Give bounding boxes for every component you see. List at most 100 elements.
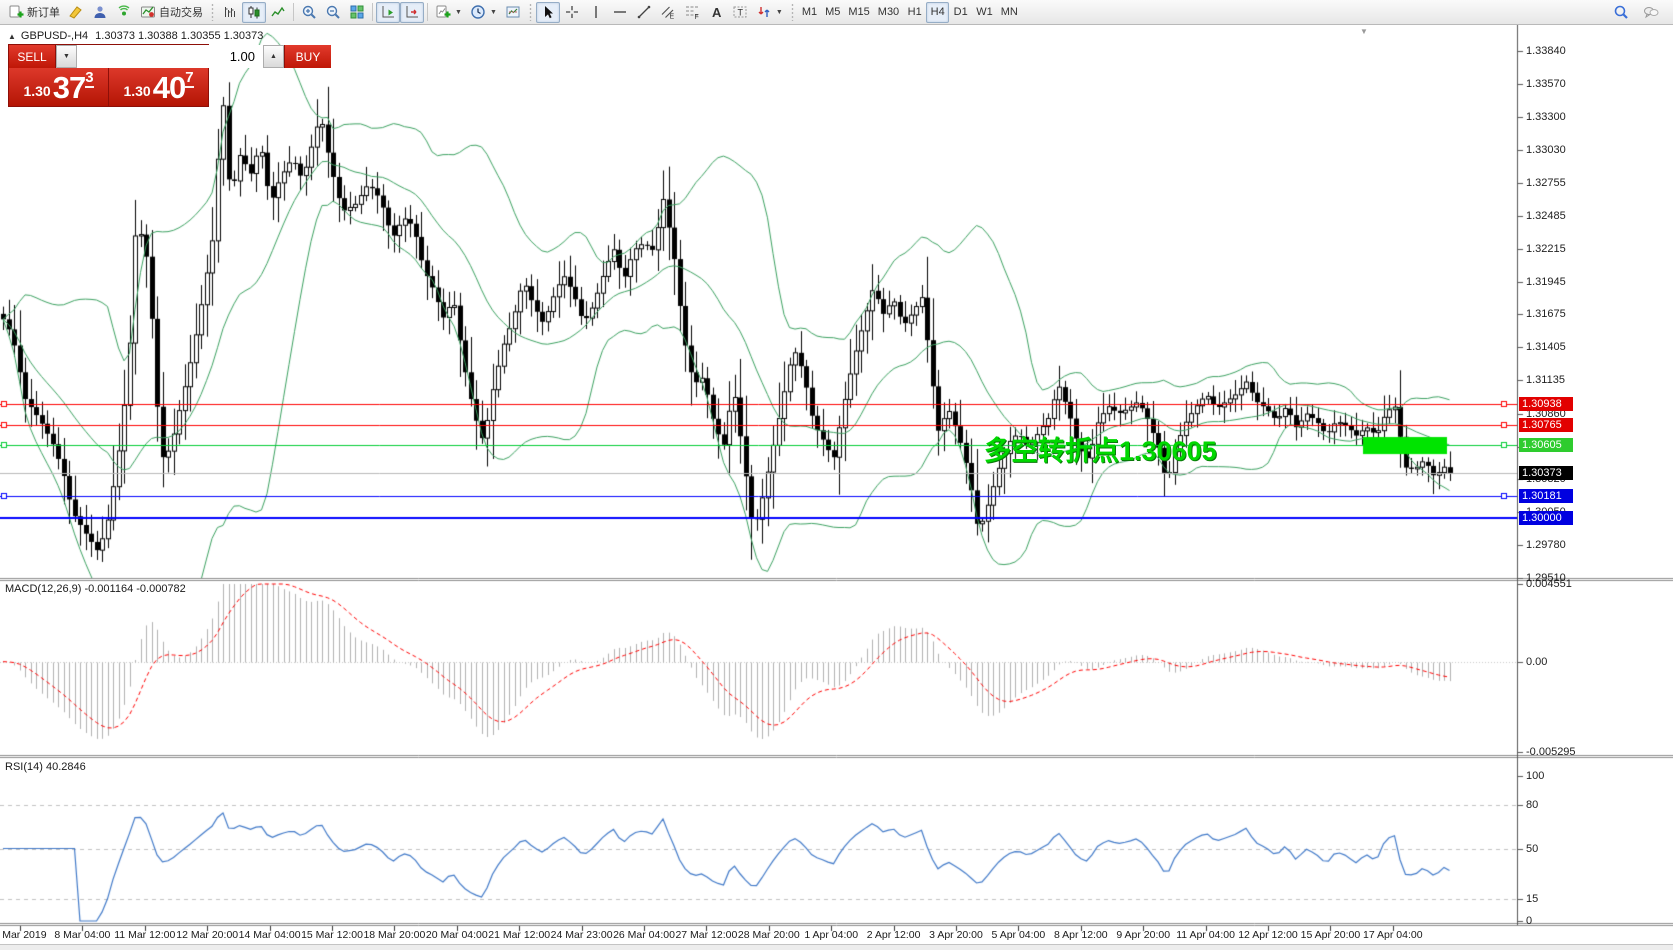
volume-increase-button[interactable]: ▲ bbox=[263, 45, 284, 68]
signals-button[interactable] bbox=[112, 2, 136, 23]
text-label-button[interactable]: T bbox=[728, 2, 752, 23]
templates-icon bbox=[506, 6, 520, 18]
new-order-button[interactable]: 新订单 bbox=[4, 2, 64, 23]
chat-button[interactable] bbox=[1639, 2, 1663, 23]
search-button[interactable] bbox=[1609, 2, 1633, 23]
sell-quote[interactable]: 1.30 37 3 bbox=[9, 68, 108, 106]
tf-h1-button[interactable]: H1 bbox=[903, 2, 926, 23]
zoom-in-icon bbox=[302, 5, 316, 19]
price-chart-canvas[interactable] bbox=[0, 25, 1673, 950]
templates-button[interactable] bbox=[501, 2, 525, 23]
text-label-icon: T bbox=[733, 6, 747, 18]
ohlc-values: 1.30373 1.30388 1.30355 1.30373 bbox=[95, 30, 264, 42]
price-axis-tick: 1.31405 bbox=[1526, 341, 1566, 354]
tf-m30-label: M30 bbox=[877, 6, 900, 18]
svg-text:F: F bbox=[694, 14, 698, 20]
tf-m1-button[interactable]: M1 bbox=[798, 2, 821, 23]
autotrading-button[interactable]: 自动交易 bbox=[136, 2, 207, 23]
indicators-button[interactable]: ▼ bbox=[431, 2, 466, 23]
trendline-button[interactable] bbox=[632, 2, 656, 23]
indicators-icon bbox=[436, 5, 451, 18]
arrows-dropdown-caret-icon[interactable]: ▼ bbox=[775, 8, 783, 16]
cursor-icon bbox=[544, 6, 553, 19]
tf-m15-button[interactable]: M15 bbox=[844, 2, 873, 23]
arrows-icon bbox=[758, 7, 770, 17]
hline-price-label[interactable]: 1.30938 bbox=[1519, 397, 1573, 412]
chart-shift-button[interactable] bbox=[400, 1, 424, 23]
price-axis-tick: 1.32215 bbox=[1526, 242, 1566, 255]
tile-windows-button[interactable] bbox=[345, 2, 369, 23]
arrows-button[interactable]: ▼ bbox=[752, 2, 787, 23]
horizontal-line-button[interactable] bbox=[608, 2, 632, 23]
tf-m5-button[interactable]: M5 bbox=[821, 2, 844, 23]
tf-m30-button[interactable]: M30 bbox=[874, 2, 903, 23]
sell-price-big: 37 bbox=[52, 70, 86, 105]
price-axis-tick: 1.31675 bbox=[1526, 308, 1566, 321]
tf-d1-button[interactable]: D1 bbox=[949, 2, 972, 23]
periods-button[interactable]: ▼ bbox=[466, 2, 501, 23]
fibonacci-button[interactable]: F bbox=[680, 2, 704, 23]
time-axis-tick: 11 Apr 04:00 bbox=[1176, 929, 1235, 941]
time-axis-tick: 26 Mar 04:00 bbox=[613, 929, 675, 941]
rsi-indicator-label: RSI(14) 40.2846 bbox=[5, 761, 86, 773]
price-axis-tick: 1.29510 bbox=[1526, 571, 1566, 584]
hline-price-label[interactable]: 1.30765 bbox=[1519, 418, 1573, 433]
candlestick-chart-icon bbox=[248, 6, 260, 19]
metaeditor-button[interactable] bbox=[64, 2, 88, 23]
time-axis-tick: 28 Mar 20:00 bbox=[737, 929, 800, 941]
hline-price-label[interactable]: 1.30000 bbox=[1519, 511, 1573, 526]
zoom-out-button[interactable] bbox=[321, 2, 345, 23]
volume-decrease-button[interactable]: ▼ bbox=[56, 45, 77, 68]
tf-w1-button[interactable]: W1 bbox=[972, 2, 997, 23]
bar-chart-button[interactable] bbox=[218, 2, 242, 23]
toolbar-separator bbox=[293, 3, 294, 21]
symbol-period-label: GBPUSD-,H4 bbox=[20, 30, 89, 42]
sell-button[interactable]: SELL bbox=[9, 45, 56, 68]
rsi-scale-tick: 0 bbox=[1526, 915, 1533, 927]
time-axis-tick: 15 Apr 20:00 bbox=[1300, 929, 1361, 941]
bar-chart-icon bbox=[225, 7, 235, 17]
equidistant-channel-button[interactable]: E bbox=[656, 2, 680, 23]
time-axis-tick: 12 Apr 12:00 bbox=[1238, 929, 1298, 941]
toolbar: 新订单 自动交易 ▼ ▼ E F A T ▼ M1 M5 M15 M30 H1 H4 D1 W1 MN bbox=[0, 0, 1673, 25]
crosshair-icon bbox=[565, 6, 578, 18]
tf-mn-button[interactable]: MN bbox=[997, 2, 1022, 23]
hline-price-label[interactable]: 1.30181 bbox=[1519, 489, 1573, 504]
chart-annotation-text[interactable]: 多空转折点1.30605 bbox=[984, 436, 1217, 466]
sell-price-pip: 3 bbox=[85, 69, 94, 88]
price-axis-tick: 1.29780 bbox=[1526, 539, 1566, 552]
periods-dropdown-caret-icon[interactable]: ▼ bbox=[489, 8, 497, 16]
rsi-scale-tick: 50 bbox=[1526, 842, 1539, 855]
metaeditor-icon bbox=[69, 6, 82, 19]
volume-input[interactable] bbox=[77, 45, 263, 68]
profiles-button[interactable] bbox=[88, 2, 112, 23]
horizontal-line-icon bbox=[613, 11, 626, 13]
hline-price-label[interactable]: 1.30605 bbox=[1519, 437, 1573, 452]
vertical-line-button[interactable] bbox=[584, 2, 608, 23]
indicators-dropdown-caret-icon[interactable]: ▼ bbox=[455, 8, 462, 16]
time-axis-tick: 8 Apr 12:00 bbox=[1053, 929, 1108, 941]
zoom-in-button[interactable] bbox=[297, 2, 321, 23]
tf-h4-button[interactable]: H4 bbox=[926, 1, 950, 23]
candlestick-chart-button[interactable] bbox=[242, 1, 266, 23]
buy-quote[interactable]: 1.30 40 7 bbox=[109, 68, 208, 106]
time-axis-tick: 20 Mar 04:00 bbox=[425, 929, 488, 941]
search-icon bbox=[1614, 5, 1628, 19]
svg-text:T: T bbox=[737, 8, 743, 18]
cursor-button[interactable] bbox=[535, 1, 560, 23]
new-order-label: 新订单 bbox=[27, 7, 60, 19]
tile-windows-icon bbox=[350, 5, 364, 19]
collapse-triangle-icon[interactable]: ▲ bbox=[8, 32, 16, 41]
line-chart-button[interactable] bbox=[266, 2, 290, 23]
crosshair-button[interactable] bbox=[560, 2, 584, 23]
macd-scale-tick: 0.004551 bbox=[1526, 578, 1572, 590]
current-price-label: 1.30373 bbox=[1519, 465, 1573, 480]
scroll-position-marker-icon: ▼ bbox=[1360, 27, 1368, 36]
buy-button[interactable]: BUY bbox=[284, 45, 331, 68]
text-button[interactable]: A bbox=[704, 2, 728, 23]
auto-scroll-button[interactable] bbox=[376, 1, 400, 23]
new-order-icon bbox=[9, 5, 24, 18]
autotrading-icon bbox=[141, 6, 155, 18]
time-axis-tick: 9 Apr 20:00 bbox=[1116, 929, 1171, 941]
toolbar-grip bbox=[790, 3, 794, 21]
